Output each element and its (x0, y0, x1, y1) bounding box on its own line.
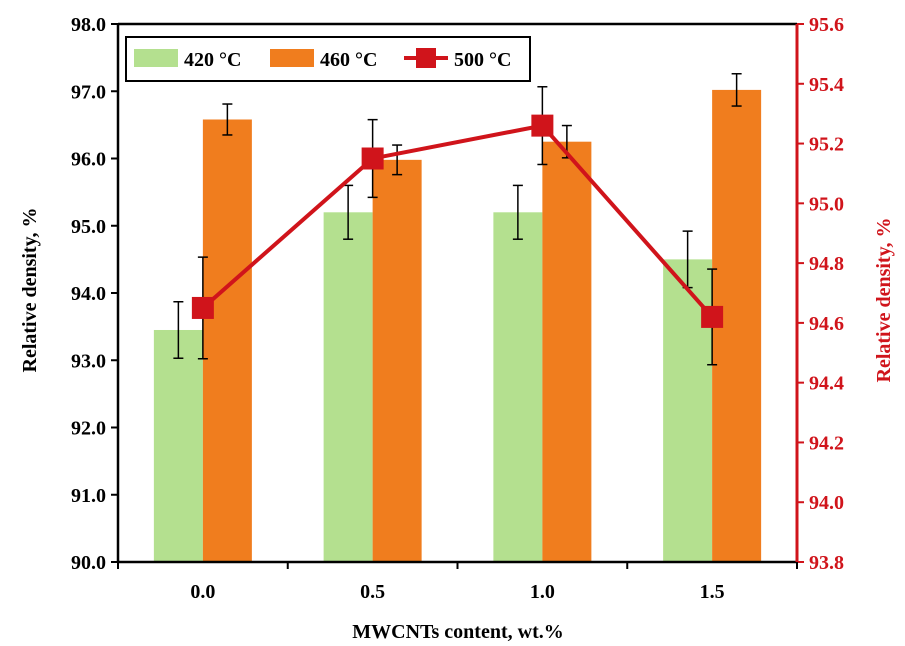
marker-500-1 (361, 147, 384, 170)
y-right-tick-label-5: 94.8 (809, 253, 844, 275)
y-left-tick-label-5: 95.0 (71, 216, 106, 238)
bar-420-3 (663, 259, 713, 562)
legend: 420 °C 460 °C 500 °C (125, 36, 531, 82)
y-right-tick-label-0: 93.8 (809, 552, 844, 574)
y-right-tick-label-8: 95.4 (809, 74, 844, 96)
legend-label-420: 420 °C (184, 49, 241, 71)
axes-layer (111, 22, 804, 569)
y-left-tick-label-4: 94.0 (71, 283, 106, 305)
bars-layer (153, 89, 762, 563)
y-left-tick-label-0: 90.0 (71, 552, 106, 574)
legend-swatch-420 (134, 49, 178, 67)
y-left-tick-label-2: 92.0 (71, 418, 106, 440)
y-left-tick-label-1: 91.0 (71, 485, 106, 507)
tick-labels-layer: 90.0 91.0 92.0 93.0 94.0 95.0 96.0 97.0 98.0 93.8… (71, 14, 844, 603)
y-right-tick-label-7: 95.2 (809, 134, 844, 156)
y-right-tick-label-3: 94.4 (809, 373, 844, 395)
legend-label-500: 500 °C (454, 49, 511, 71)
x-tick-label-1: 0.5 (360, 581, 385, 603)
x-axis-label: MWCNTs content, wt.% (352, 621, 563, 643)
y-right-tick-label-4: 94.6 (809, 313, 844, 335)
x-tick-label-3: 1.5 (700, 581, 725, 603)
legend-swatch-460 (270, 49, 314, 67)
line-layer (191, 114, 724, 328)
x-tick-label-0: 0.0 (190, 581, 215, 603)
y-right-tick-label-9: 95.6 (809, 14, 844, 36)
y-right-tick-label-1: 94.0 (809, 492, 844, 514)
line-500 (201, 123, 714, 319)
y-right-tick-label-2: 94.2 (809, 432, 844, 454)
bar-420-2 (493, 212, 543, 563)
marker-500-0 (191, 296, 214, 319)
x-tick-label-2: 1.0 (530, 581, 555, 603)
y-axis-right-label: Relative density, % (873, 218, 895, 383)
y-left-tick-label-8: 98.0 (71, 14, 106, 36)
marker-500-2 (531, 114, 554, 137)
y-right-tick-label-6: 95.0 (809, 193, 844, 215)
legend-label-460: 460 °C (320, 49, 377, 71)
bar-420-0 (153, 329, 203, 562)
y-left-tick-label-3: 93.0 (71, 350, 106, 372)
bar-460-2 (542, 141, 592, 562)
y-axis-left-label: Relative density, % (19, 208, 41, 373)
marker-500-3 (701, 305, 724, 328)
bar-460-1 (372, 159, 422, 562)
y-left-tick-label-7: 97.0 (71, 81, 106, 103)
error-bars-layer (173, 73, 742, 366)
y-left-tick-label-6: 96.0 (71, 149, 106, 171)
bar-420-1 (323, 212, 373, 563)
legend-marker-500 (416, 48, 436, 68)
bar-460-0 (202, 119, 252, 563)
legend-box (125, 36, 531, 82)
